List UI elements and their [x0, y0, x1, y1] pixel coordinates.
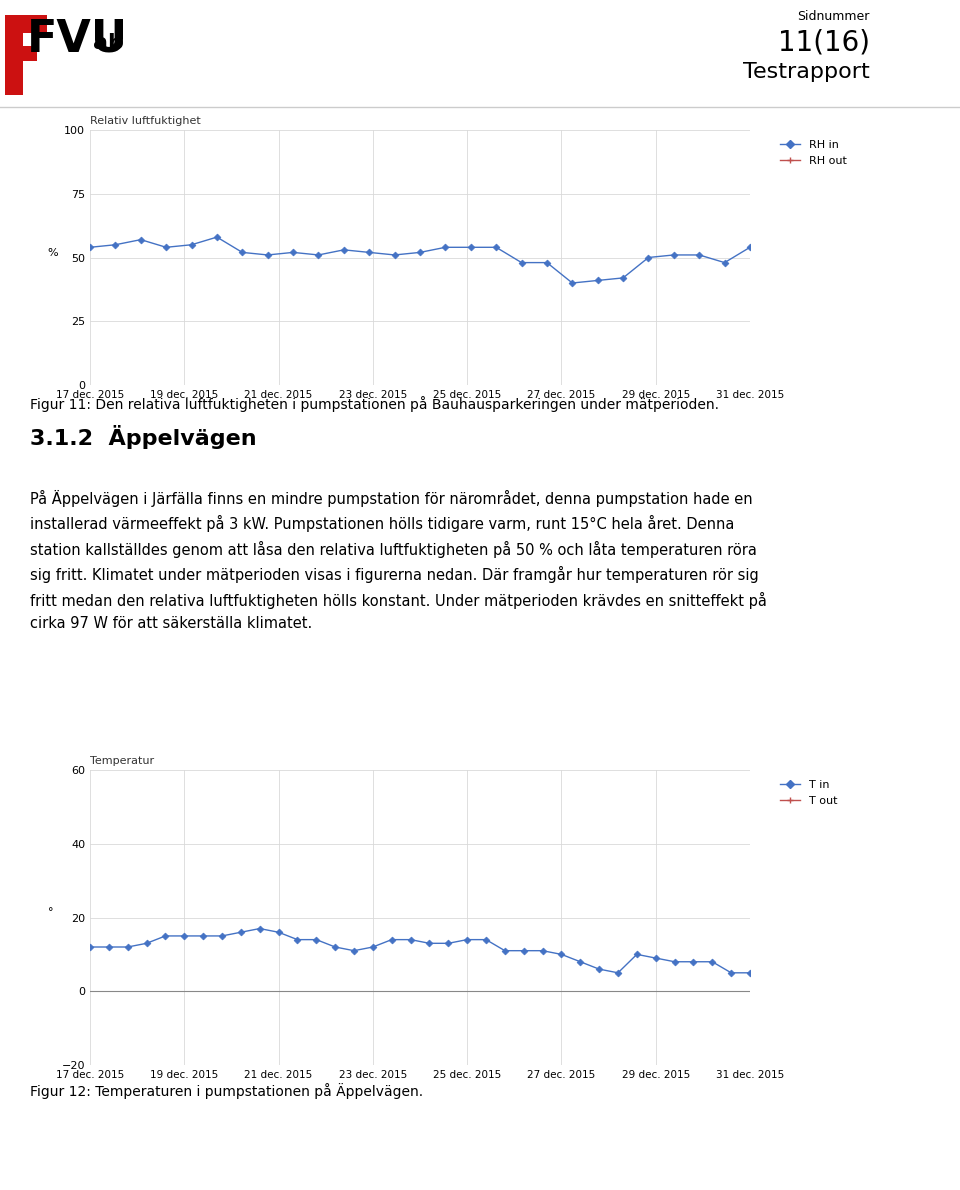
Y-axis label: %: %	[48, 248, 59, 257]
Bar	[5, 15, 23, 95]
Text: 11(16): 11(16)	[778, 29, 870, 56]
Bar	[5, 15, 47, 33]
Bar	[5, 46, 37, 61]
Text: Temperatur: Temperatur	[90, 757, 155, 766]
Text: Sidnummer: Sidnummer	[798, 10, 870, 23]
Text: På Äppelvägen i Järfälla finns en mindre pumpstation för närområdet, denna pumps: På Äppelvägen i Järfälla finns en mindre…	[30, 490, 767, 631]
Text: ab: ab	[93, 33, 124, 54]
Text: 3.1.2  Äppelvägen: 3.1.2 Äppelvägen	[30, 425, 256, 449]
Text: Testrapport: Testrapport	[743, 62, 870, 82]
Y-axis label: °: °	[48, 908, 53, 917]
Text: Figur 11: Den relativa luftfuktigheten i pumpstationen på Bauhausparkeringen und: Figur 11: Den relativa luftfuktigheten i…	[30, 396, 719, 412]
Text: FVU: FVU	[27, 17, 128, 60]
Text: Relativ luftfuktighet: Relativ luftfuktighet	[90, 117, 201, 126]
Legend: RH in, RH out: RH in, RH out	[776, 136, 851, 170]
Legend: T in, T out: T in, T out	[776, 776, 842, 810]
Text: Figur 12: Temperaturen i pumpstationen på Äppelvägen.: Figur 12: Temperaturen i pumpstationen p…	[30, 1083, 423, 1098]
